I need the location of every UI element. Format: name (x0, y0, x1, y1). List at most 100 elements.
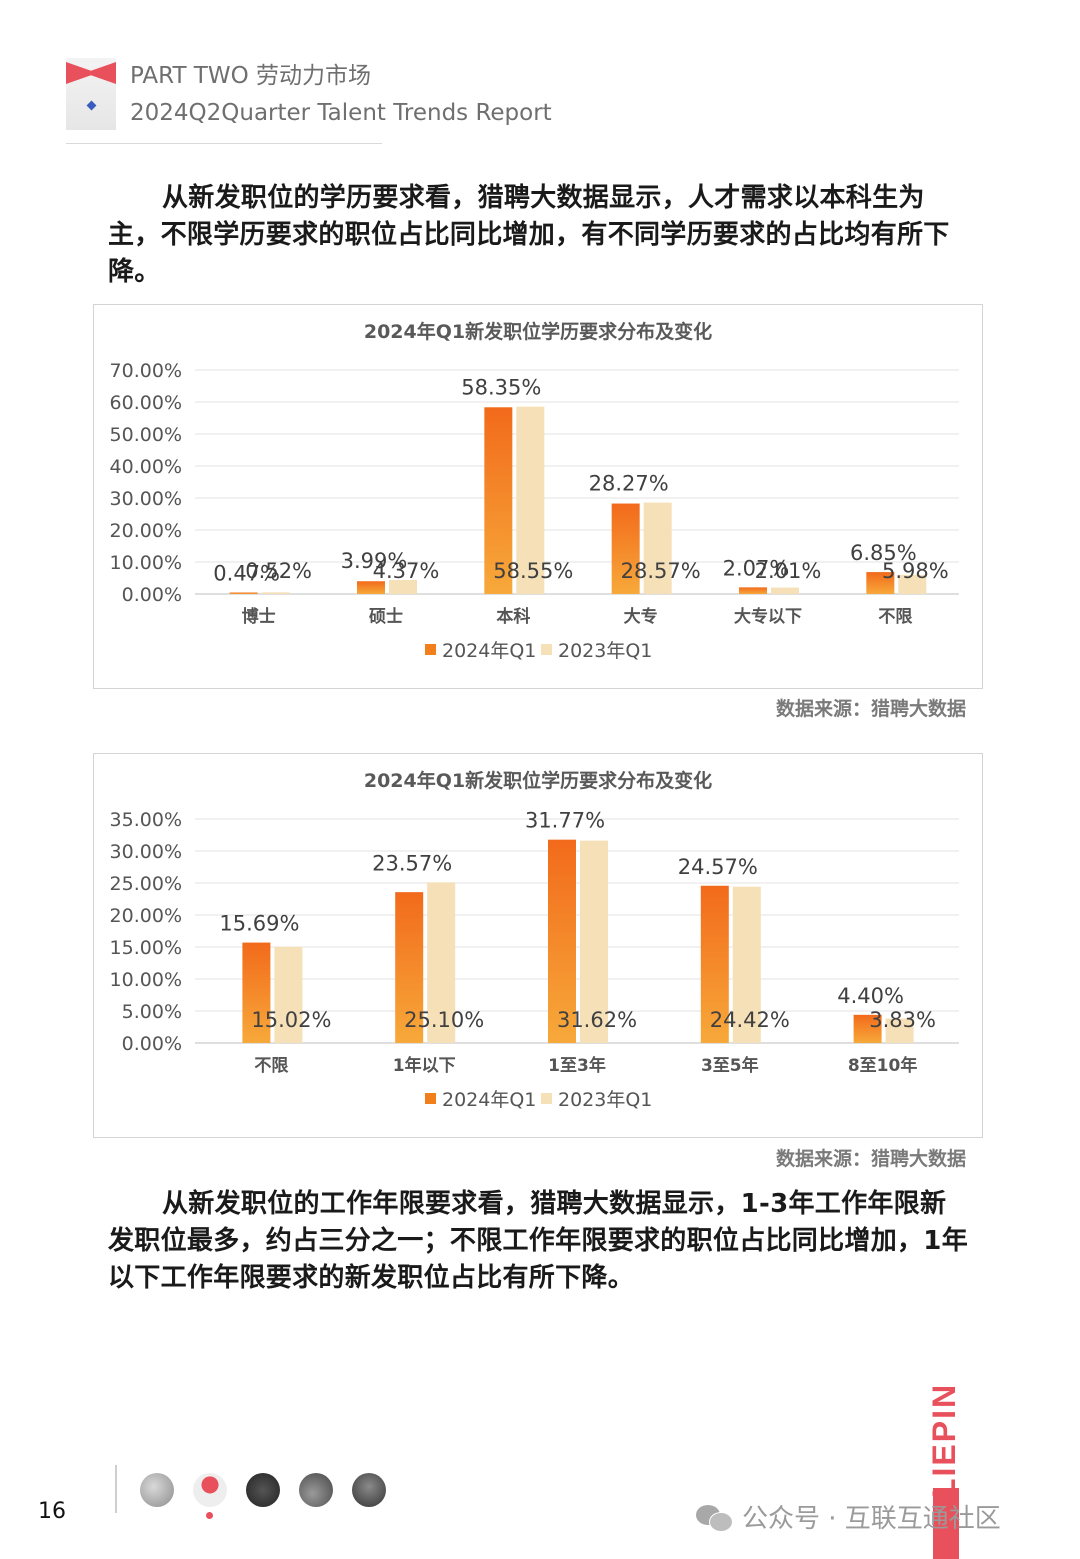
category-label: 大专 (624, 606, 658, 627)
y-tick-label: 70.00% (110, 360, 182, 382)
bar-2023 (732, 886, 761, 1043)
y-tick-label: 0.00% (122, 1033, 182, 1055)
legend-label-2023: 2023年Q1 (558, 640, 652, 662)
data-label-2023: 31.62% (557, 1008, 637, 1032)
data-label-2024: 58.35% (461, 376, 541, 400)
thumbnail-1[interactable] (140, 1473, 174, 1507)
data-label-2024: 28.27% (589, 472, 669, 496)
data-label-2024: 2.07% (723, 556, 790, 580)
experience-chart: 2024年Q1新发职位学历要求分布及变化 0.00% 5.00% 10.00% 15.0… (93, 753, 983, 1138)
data-label-2023: 0.52% (245, 559, 312, 583)
thumbnail-5[interactable] (352, 1473, 386, 1507)
bar-2024 (395, 892, 424, 1043)
data-label-2024: 24.57% (678, 855, 758, 879)
chart-title: 2024年Q1新发职位学历要求分布及变化 (364, 769, 712, 792)
data-source-2: 数据来源：猎聘大数据 (775, 1148, 966, 1170)
current-page-dot (206, 1512, 213, 1519)
footer-divider (115, 1465, 117, 1513)
data-label-2023: 24.42% (710, 1008, 790, 1032)
y-tick-label: 10.00% (110, 969, 182, 991)
legend-swatch-2024 (425, 1093, 436, 1104)
data-label-2023: 3.83% (869, 1008, 936, 1032)
category-label: 8至10年 (848, 1055, 918, 1076)
y-tick-label: 0.00% (122, 584, 182, 606)
watermark: 公众号 · 互联互通社区 (696, 1498, 1001, 1535)
bar-2023 (885, 1018, 914, 1043)
bar-2024 (484, 407, 513, 594)
bar-2024 (242, 942, 271, 1043)
education-chart: 2024年Q1新发职位学历要求分布及变化 0.00% 10.00% 20.00% 30.… (93, 304, 983, 689)
bow-tie-icon (66, 62, 116, 84)
data-label-2024: 31.77% (525, 809, 605, 833)
bar-2023 (261, 592, 290, 594)
brand-logo: LIEPIN (926, 1382, 962, 1498)
header-divider (66, 143, 382, 144)
category-label: 大专以下 (734, 606, 802, 627)
thumbnail-3[interactable] (246, 1473, 280, 1507)
data-label-2023: 5.98% (882, 559, 949, 583)
y-tick-label: 50.00% (110, 424, 182, 446)
y-tick-label: 35.00% (110, 809, 182, 831)
data-label-2023: 15.02% (251, 1008, 331, 1032)
watermark-text: 公众号 · 互联互通社区 (742, 1504, 1001, 1534)
section-label: PART TWO 劳动力市场 (130, 63, 372, 89)
data-label-2023: 58.55% (493, 559, 573, 583)
legend-swatch-2023 (541, 644, 552, 655)
brand-bar (933, 1488, 959, 1559)
y-tick-label: 10.00% (110, 552, 182, 574)
bar-2023 (898, 574, 927, 594)
legend-swatch-2024 (425, 644, 436, 655)
category-label: 本科 (496, 606, 530, 627)
thumbnail-2[interactable] (193, 1473, 227, 1507)
report-title: 2024Q2Quarter Talent Trends Report (130, 100, 552, 126)
education-chart-svg: 2024年Q1新发职位学历要求分布及变化 0.00% 10.00% 20.00% 30.… (110, 320, 959, 662)
y-tick-label: 20.00% (110, 520, 182, 542)
data-label-2024: 0.47% (213, 561, 280, 585)
page-number: 16 (38, 1499, 66, 1524)
category-label: 博士 (242, 606, 276, 627)
experience-chart-svg: 2024年Q1新发职位学历要求分布及变化 0.00% 5.00% 10.00% 15.0… (110, 769, 959, 1111)
data-label-2024: 15.69% (219, 912, 299, 936)
bar-2024 (700, 885, 729, 1043)
data-label-2023: 2.01% (755, 559, 822, 583)
thumbnail-4[interactable] (299, 1473, 333, 1507)
bar-2024 (548, 839, 576, 1043)
bar-2024 (357, 581, 385, 594)
experience-paragraph: 从新发职位的工作年限要求看，猎聘大数据显示，1-3年工作年限新发职位最多，约占三… (108, 1189, 968, 1293)
bar-2023 (580, 840, 608, 1043)
chart-title: 2024年Q1新发职位学历要求分布及变化 (364, 320, 712, 343)
y-tick-label: 40.00% (110, 456, 182, 478)
data-label-2024: 23.57% (372, 851, 452, 875)
data-label-2024: 4.40% (837, 984, 904, 1008)
category-label: 1至3年 (548, 1055, 606, 1076)
y-tick-label: 60.00% (110, 392, 182, 414)
data-label-2024: 3.99% (341, 549, 408, 573)
bar-2023 (643, 502, 672, 594)
legend-label-2024: 2024年Q1 (442, 1089, 536, 1111)
bar-2023 (516, 406, 545, 594)
category-label: 不限 (254, 1056, 288, 1076)
bar-2023 (274, 946, 303, 1043)
data-label-2023: 4.37% (373, 559, 440, 583)
y-tick-label: 25.00% (110, 873, 182, 895)
bar-2023 (389, 580, 417, 594)
data-label-2024: 6.85% (850, 541, 917, 565)
y-tick-label: 20.00% (110, 905, 182, 927)
category-label: 3至5年 (701, 1055, 759, 1076)
category-label: 不限 (878, 607, 912, 627)
bar-2024 (866, 572, 895, 594)
data-label-2023: 25.10% (404, 1008, 484, 1032)
intro-paragraph: 从新发职位的学历要求看，猎聘大数据显示，人才需求以本科生为主，不限学历要求的职位… (108, 183, 950, 287)
category-label: 1年以下 (393, 1055, 456, 1076)
bar-2024 (739, 587, 767, 594)
data-source-1: 数据来源：猎聘大数据 (775, 698, 966, 720)
y-tick-label: 5.00% (122, 1001, 182, 1023)
y-tick-label: 30.00% (110, 488, 182, 510)
legend-label-2024: 2024年Q1 (442, 640, 536, 662)
legend-label-2023: 2023年Q1 (558, 1089, 652, 1111)
category-label: 硕士 (369, 606, 403, 627)
y-tick-label: 30.00% (110, 841, 182, 863)
data-label-2023: 28.57% (621, 559, 701, 583)
bar-2024 (611, 503, 640, 594)
bar-2024 (853, 1014, 882, 1043)
